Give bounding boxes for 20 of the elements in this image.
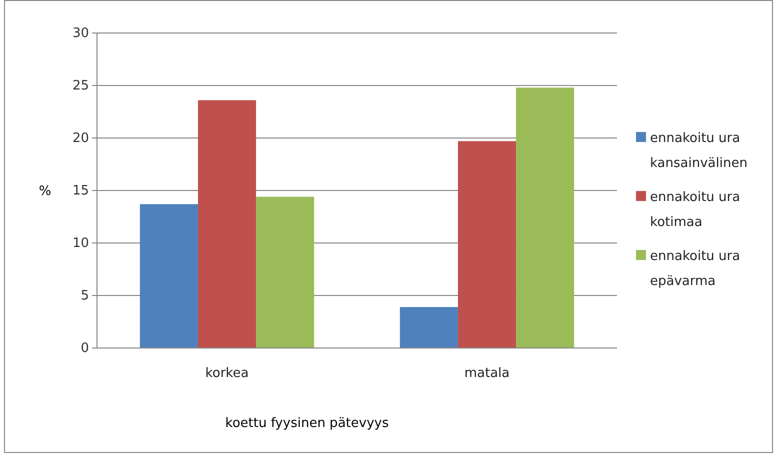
bar bbox=[400, 307, 458, 348]
y-tick-label: 10 bbox=[72, 236, 89, 252]
y-tick-label: 25 bbox=[72, 78, 89, 94]
y-tick-label: 20 bbox=[72, 131, 89, 146]
legend-label: ennakoitu ura epävarma bbox=[650, 249, 740, 289]
y-tick-label: 5 bbox=[80, 288, 89, 304]
x-tick-label: korkea bbox=[205, 366, 249, 382]
y-tick-label: 0 bbox=[80, 341, 89, 356]
bar bbox=[198, 100, 256, 348]
bar bbox=[140, 204, 198, 348]
bar bbox=[516, 88, 574, 348]
x-axis-title: koettu fyysinen pätevyys bbox=[225, 416, 389, 431]
legend-label: ennakoitu ura kotimaa bbox=[650, 190, 740, 230]
x-tick-label: matala bbox=[464, 366, 510, 382]
bar bbox=[256, 196, 314, 348]
y-tick-label: 15 bbox=[72, 184, 89, 199]
bar bbox=[458, 141, 516, 348]
y-tick-label: 30 bbox=[72, 26, 89, 42]
legend-label: ennakoitu ura kansainvälinen bbox=[650, 131, 748, 171]
y-axis-title: % bbox=[38, 184, 52, 199]
